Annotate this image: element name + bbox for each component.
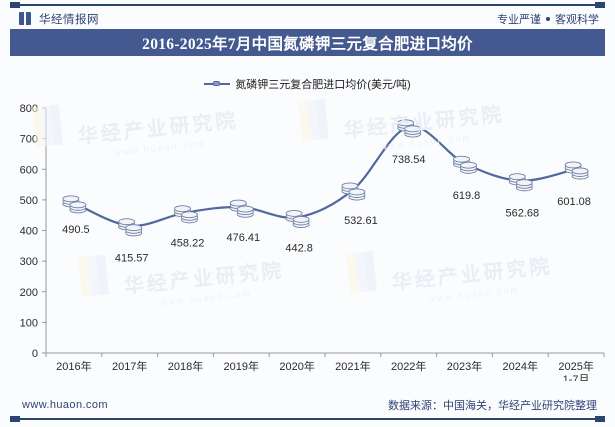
data-label: 476.41	[226, 232, 260, 244]
data-label: 562.68	[505, 208, 539, 220]
footer-divider	[10, 416, 605, 422]
svg-text:2017年: 2017年	[112, 359, 147, 373]
data-point-marker	[397, 119, 422, 138]
svg-text:2018年: 2018年	[168, 359, 203, 373]
svg-text:1-7月: 1-7月	[563, 374, 590, 381]
data-label: 601.08	[557, 196, 591, 208]
tagline-left: 专业严谨	[497, 13, 541, 26]
data-label: 738.54	[392, 154, 426, 166]
svg-text:100: 100	[20, 317, 38, 329]
svg-text:2024年: 2024年	[503, 359, 538, 373]
data-point-marker	[285, 209, 310, 229]
page-header: 华经情报网 专业严谨 客观科学	[0, 7, 615, 30]
legend-line-icon	[204, 79, 231, 89]
legend-item-label: 氮磷钾三元复合肥进口均价(美元/吨)	[235, 79, 411, 91]
data-label: 442.8	[285, 242, 313, 254]
data-point-marker	[229, 199, 254, 218]
page-footer: www.huaon.com 数据来源：中国海关，华经产业研究院整理	[0, 387, 615, 427]
svg-text:600: 600	[20, 164, 38, 176]
svg-text:2020年: 2020年	[279, 359, 314, 373]
tagline-right: 客观科学	[555, 13, 599, 26]
bullet-dot-icon	[546, 16, 550, 21]
svg-text:200: 200	[20, 287, 38, 299]
svg-text:2021年: 2021年	[335, 359, 370, 373]
data-point-marker	[174, 205, 198, 224]
data-label: 619.8	[453, 190, 481, 202]
svg-text:2019年: 2019年	[224, 359, 259, 373]
svg-text:300: 300	[20, 256, 38, 268]
data-point-marker	[341, 182, 366, 201]
data-point-marker	[118, 218, 143, 237]
svg-text:2022年: 2022年	[391, 359, 426, 373]
tagline: 专业严谨 客观科学	[497, 11, 599, 27]
data-point-marker	[453, 155, 477, 174]
data-point-marker	[564, 161, 589, 180]
data-label: 415.57	[115, 253, 149, 265]
svg-text:500: 500	[20, 195, 38, 207]
brand: 华经情报网	[18, 11, 99, 27]
data-label: 458.22	[171, 238, 205, 250]
footer-data-source: 数据来源：中国海关，华经产业研究院整理	[388, 400, 597, 412]
line-chart-svg: 0 100 200 300 400 500 600 700 800 2016年 2017年 2018年…	[20, 103, 605, 381]
chart-legend: 氮磷钾三元复合肥进口均价(美元/吨)	[0, 76, 615, 92]
data-label: 490.5	[62, 224, 90, 236]
top-divider	[10, 2, 605, 8]
data-point-marker	[508, 173, 533, 192]
svg-text:400: 400	[20, 226, 38, 238]
svg-text:700: 700	[20, 134, 38, 146]
svg-text:2023年: 2023年	[447, 359, 482, 373]
svg-text:0: 0	[32, 348, 38, 360]
svg-text:800: 800	[20, 103, 38, 115]
footer-site-url[interactable]: www.huaon.com	[22, 399, 108, 411]
data-label: 532.61	[344, 215, 378, 227]
book-logo-icon	[18, 11, 33, 26]
svg-text:2016年: 2016年	[56, 359, 91, 373]
chart-area: 华经产业研究院 www.huaon.com 华经产业研究院 www.huaon.co…	[0, 96, 615, 381]
title-band: 2016-2025年7月中国氮磷钾三元复合肥进口均价	[10, 29, 605, 56]
page-title: 2016-2025年7月中国氮磷钾三元复合肥进口均价	[142, 35, 473, 53]
svg-text:2025年: 2025年	[558, 359, 593, 373]
data-point-marker	[62, 195, 87, 214]
brand-name: 华经情报网	[39, 13, 99, 26]
